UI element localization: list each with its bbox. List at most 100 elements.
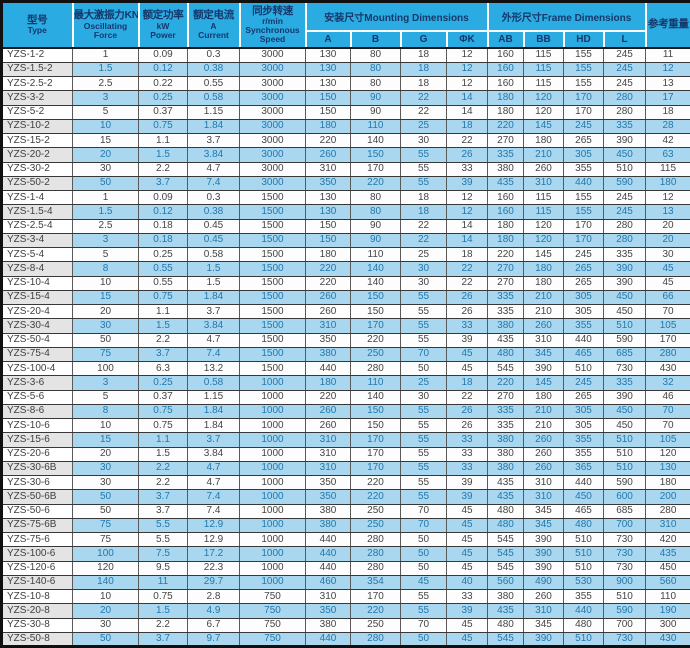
value-cell: 115: [523, 48, 565, 63]
value-cell: 355: [563, 589, 605, 605]
value-cell: 4.7: [187, 475, 240, 491]
value-cell: 105: [645, 432, 690, 448]
value-cell: 685: [603, 347, 647, 363]
value-cell: 20: [72, 447, 139, 462]
table-row: YZS-2.5-4 2.5 0.18 0.45 1500 150 90 22 14 180 120 1…: [1, 219, 690, 234]
value-cell: 50: [72, 176, 139, 192]
value-cell: 3.7: [138, 489, 188, 505]
table-row: YZS-120-6 120 9.5 22.3 1000 440 280 50 45 545 390 5…: [1, 561, 690, 576]
value-cell: 2.2: [138, 618, 188, 633]
value-cell: 18: [446, 375, 489, 391]
header-force-zh: 最大激振力KN: [73, 9, 139, 22]
value-cell: 0.75: [138, 589, 188, 605]
header-power-en: Power: [150, 29, 176, 40]
value-cell: 1500: [239, 204, 306, 220]
header-power-zh: 额定功率: [142, 9, 184, 22]
value-cell: 1500: [239, 233, 306, 249]
value-cell: 210: [523, 147, 565, 163]
model-cell: YZS-3-4: [1, 233, 73, 249]
model-cell: YZS-100-6: [1, 546, 73, 562]
value-cell: 155: [563, 62, 605, 78]
value-cell: 145: [523, 119, 565, 135]
value-cell: 170: [350, 432, 401, 448]
model-cell: YZS-140-6: [1, 575, 73, 591]
value-cell: 435: [487, 176, 525, 192]
value-cell: 730: [603, 532, 647, 548]
value-cell: 460: [305, 575, 351, 591]
value-cell: 55: [400, 432, 447, 448]
value-cell: 245: [603, 204, 647, 220]
model-cell: YZS-5-4: [1, 247, 73, 263]
value-cell: 8: [72, 261, 139, 277]
header-mounting-group: 安装尺寸Mounting Dimensions: [304, 0, 489, 32]
value-cell: 18: [400, 204, 447, 220]
header-power: 额定功率 kW Power: [137, 0, 189, 49]
value-cell: 440: [563, 603, 605, 619]
value-cell: 70: [400, 347, 447, 363]
value-cell: 345: [523, 618, 565, 633]
value-cell: 530: [563, 575, 605, 591]
value-cell: 0.75: [138, 418, 188, 434]
value-cell: 1000: [239, 489, 306, 505]
value-cell: 115: [523, 62, 565, 78]
value-cell: 1000: [239, 546, 306, 562]
value-cell: 18: [400, 48, 447, 63]
value-cell: 1500: [239, 290, 306, 306]
value-cell: 130: [305, 48, 351, 63]
value-cell: 150: [305, 90, 351, 106]
value-cell: 260: [305, 147, 351, 163]
value-cell: 180: [305, 247, 351, 263]
table-row: YZS-1.5-2 1.5 0.12 0.38 3000 130 80 18 12 160 115 1…: [1, 62, 690, 78]
value-cell: 354: [350, 575, 401, 591]
value-cell: 1000: [239, 518, 306, 534]
value-cell: 15: [72, 133, 139, 149]
value-cell: 12: [446, 204, 489, 220]
value-cell: 115: [523, 190, 565, 206]
value-cell: 310: [305, 461, 351, 477]
value-cell: 7.5: [138, 546, 188, 562]
value-cell: 510: [563, 532, 605, 548]
value-cell: 1000: [239, 575, 306, 591]
value-cell: 510: [603, 589, 647, 605]
value-cell: 5: [72, 247, 139, 263]
value-cell: 170: [645, 333, 690, 348]
value-cell: 260: [305, 418, 351, 434]
value-cell: 440: [305, 532, 351, 548]
header-force-en: Oscillating Force: [83, 20, 128, 40]
value-cell: 1: [72, 190, 139, 206]
value-cell: 13: [645, 204, 690, 220]
value-cell: 270: [487, 133, 525, 149]
model-cell: YZS-10-8: [1, 589, 73, 605]
value-cell: 1000: [239, 461, 306, 477]
table-row: YZS-10-8 10 0.75 2.8 750 310 170 55 33 380 260 355 5…: [1, 589, 690, 605]
value-cell: 220: [305, 261, 351, 277]
value-cell: 545: [487, 361, 525, 377]
model-cell: YZS-1-2: [1, 48, 73, 63]
value-cell: 545: [487, 532, 525, 548]
value-cell: 55: [400, 461, 447, 477]
value-cell: 120: [523, 219, 565, 234]
value-cell: 310: [523, 333, 565, 348]
header-current-en: Current: [198, 29, 229, 40]
table-row: YZS-8-4 8 0.55 1.5 1500 220 140 30 22 270 180 265 39…: [1, 261, 690, 277]
value-cell: 250: [350, 504, 401, 519]
value-cell: 42: [645, 133, 690, 149]
table-row: YZS-15-2 15 1.1 3.7 3000 220 140 30 22 270 180 265 3…: [1, 133, 690, 149]
value-cell: 3000: [239, 62, 306, 78]
value-cell: 155: [563, 48, 605, 63]
value-cell: 170: [350, 162, 401, 177]
value-cell: 13: [645, 76, 690, 92]
value-cell: 0.25: [138, 375, 188, 391]
value-cell: 750: [239, 632, 306, 648]
value-cell: 1500: [239, 361, 306, 377]
value-cell: 39: [446, 489, 489, 505]
value-cell: 440: [305, 632, 351, 648]
value-cell: 1000: [239, 504, 306, 519]
value-cell: 75: [72, 518, 139, 534]
value-cell: 260: [523, 432, 565, 448]
value-cell: 260: [305, 404, 351, 420]
value-cell: 30: [72, 162, 139, 177]
value-cell: 465: [563, 504, 605, 519]
value-cell: 110: [350, 247, 401, 263]
value-cell: 3: [72, 375, 139, 391]
